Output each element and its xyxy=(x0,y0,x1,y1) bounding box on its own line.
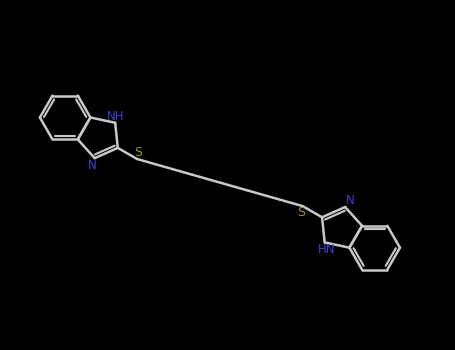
Text: S: S xyxy=(297,206,305,219)
Text: HN: HN xyxy=(318,243,335,256)
Text: N: N xyxy=(88,159,96,172)
Text: N: N xyxy=(346,195,354,208)
Text: S: S xyxy=(135,146,142,159)
Text: NH: NH xyxy=(106,110,124,123)
